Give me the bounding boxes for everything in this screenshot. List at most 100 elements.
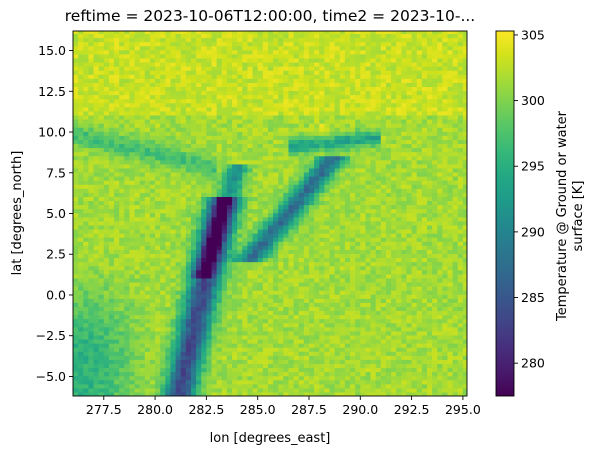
heatmap-cell bbox=[308, 355, 315, 360]
heatmap-cell bbox=[267, 326, 274, 332]
heatmap-cell bbox=[119, 318, 125, 324]
heatmap-cell bbox=[216, 241, 223, 246]
heatmap-cell bbox=[165, 94, 172, 100]
heatmap-cell bbox=[180, 343, 187, 348]
heatmap-cell bbox=[119, 151, 125, 157]
heatmap-cell bbox=[103, 302, 110, 307]
heatmap-cell bbox=[196, 123, 202, 128]
heatmap-cell bbox=[201, 387, 207, 393]
heatmap-cell bbox=[196, 135, 202, 140]
heatmap-cell bbox=[339, 163, 346, 169]
heatmap-cell bbox=[273, 155, 279, 161]
heatmap-cell bbox=[93, 37, 100, 43]
heatmap-cell bbox=[329, 204, 336, 210]
heatmap-cell bbox=[350, 228, 356, 234]
heatmap-cell bbox=[314, 61, 320, 67]
heatmap-cell bbox=[355, 367, 361, 373]
heatmap-cell bbox=[196, 110, 202, 116]
heatmap-cell bbox=[329, 31, 336, 35]
heatmap-cell bbox=[237, 159, 243, 165]
heatmap-cell bbox=[257, 123, 264, 128]
heatmap-cell bbox=[139, 359, 146, 365]
heatmap-cell bbox=[288, 78, 295, 83]
heatmap-cell bbox=[242, 241, 249, 246]
heatmap-cell bbox=[78, 110, 84, 116]
heatmap-cell bbox=[237, 343, 243, 348]
heatmap-cell bbox=[355, 265, 361, 271]
heatmap-cell bbox=[134, 61, 141, 67]
heatmap-cell bbox=[283, 277, 290, 283]
heatmap-cell bbox=[334, 375, 341, 381]
heatmap-cell bbox=[93, 367, 100, 373]
heatmap-cell bbox=[344, 322, 351, 328]
heatmap-cell bbox=[206, 57, 213, 63]
heatmap-cell bbox=[196, 375, 202, 381]
heatmap-cell bbox=[129, 216, 136, 222]
heatmap-cell bbox=[247, 184, 254, 189]
heatmap-cell bbox=[262, 180, 269, 185]
heatmap-cell bbox=[175, 163, 182, 169]
heatmap-cell bbox=[170, 184, 177, 189]
heatmap-cell bbox=[298, 269, 305, 275]
heatmap-cell bbox=[170, 277, 177, 283]
heatmap-cell bbox=[144, 61, 151, 67]
heatmap-cell bbox=[237, 290, 243, 295]
heatmap-cell bbox=[83, 123, 89, 128]
heatmap-cell bbox=[288, 110, 295, 116]
heatmap-cell bbox=[119, 359, 125, 365]
heatmap-cell bbox=[73, 94, 79, 100]
heatmap-cell bbox=[201, 220, 207, 226]
heatmap-cell bbox=[83, 31, 89, 35]
heatmap-cell bbox=[350, 53, 356, 59]
heatmap-cell bbox=[144, 298, 151, 303]
heatmap-cell bbox=[139, 302, 146, 307]
heatmap-cell bbox=[221, 269, 228, 275]
heatmap-cell bbox=[119, 94, 125, 100]
heatmap-cell bbox=[324, 302, 331, 307]
heatmap-cell bbox=[288, 90, 295, 96]
heatmap-cell bbox=[334, 127, 341, 132]
heatmap-cell bbox=[247, 306, 254, 312]
heatmap-cell bbox=[83, 208, 89, 214]
heatmap-cell bbox=[165, 49, 172, 55]
heatmap-cell bbox=[98, 233, 105, 238]
heatmap-cell bbox=[206, 261, 213, 267]
heatmap-cell bbox=[221, 265, 228, 271]
heatmap-cell bbox=[252, 347, 259, 352]
heatmap-cell bbox=[185, 245, 192, 250]
heatmap-cell bbox=[226, 200, 233, 206]
heatmap-cell bbox=[288, 347, 295, 352]
heatmap-cell bbox=[139, 151, 146, 157]
heatmap-cell bbox=[185, 139, 192, 145]
heatmap-cell bbox=[303, 82, 310, 87]
heatmap-cell bbox=[314, 184, 320, 189]
heatmap-cell bbox=[334, 86, 341, 92]
heatmap-cell bbox=[196, 86, 202, 92]
heatmap-cell bbox=[262, 265, 269, 271]
heatmap-cell bbox=[298, 131, 305, 136]
heatmap-cell bbox=[124, 74, 131, 79]
heatmap-cell bbox=[314, 196, 320, 202]
heatmap-cell bbox=[319, 379, 325, 385]
heatmap-cell bbox=[303, 281, 310, 287]
heatmap-cell bbox=[314, 143, 320, 149]
heatmap-cell bbox=[314, 163, 320, 169]
heatmap-cell bbox=[288, 102, 295, 108]
heatmap-cell bbox=[329, 290, 336, 295]
heatmap-cell bbox=[196, 224, 202, 230]
heatmap-cell bbox=[293, 180, 300, 185]
heatmap-cell bbox=[303, 57, 310, 63]
heatmap-cell bbox=[119, 363, 125, 369]
heatmap-cell bbox=[73, 139, 79, 145]
heatmap-cell bbox=[257, 310, 264, 316]
heatmap-cell bbox=[78, 347, 84, 352]
heatmap-cell bbox=[93, 196, 100, 202]
heatmap-cell bbox=[196, 253, 202, 259]
heatmap-cell bbox=[350, 61, 356, 67]
heatmap-cell bbox=[216, 171, 223, 177]
heatmap-cell bbox=[283, 237, 290, 242]
heatmap-cell bbox=[206, 277, 213, 283]
heatmap-cell bbox=[308, 367, 315, 373]
heatmap-cell bbox=[288, 106, 295, 112]
heatmap-cell bbox=[216, 286, 223, 291]
